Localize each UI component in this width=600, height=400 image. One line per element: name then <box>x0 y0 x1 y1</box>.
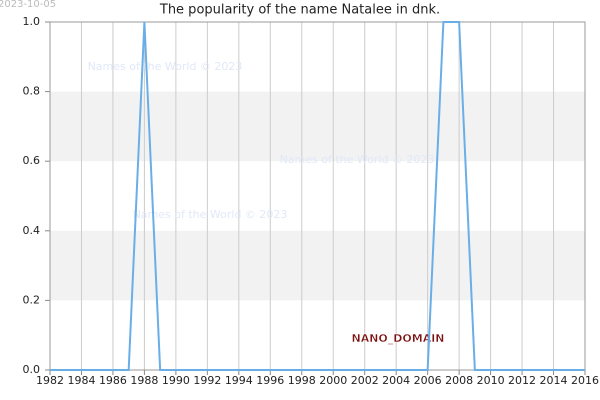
x-tick-label: 1992 <box>193 374 221 387</box>
x-tick-label: 1990 <box>162 374 190 387</box>
x-tick-label: 2004 <box>382 374 410 387</box>
x-tick-label: 2006 <box>414 374 442 387</box>
x-tick-label: 1998 <box>288 374 316 387</box>
y-tick-label: 0.4 <box>23 224 41 237</box>
x-tick-label: 2002 <box>351 374 379 387</box>
x-tick-label: 2016 <box>571 374 599 387</box>
x-tick-label: 1994 <box>225 374 253 387</box>
watermark: Names of the World © 2023 <box>88 60 243 73</box>
grid-band <box>50 230 585 301</box>
x-tick-label: 1988 <box>130 374 158 387</box>
x-tick-label: 2012 <box>508 374 536 387</box>
date-stamp: 2023-10-05 <box>0 0 56 10</box>
grid-band <box>50 91 585 162</box>
x-tick-label: 1984 <box>67 374 95 387</box>
y-tick-label: 0.6 <box>23 154 41 167</box>
x-tick-label: 1996 <box>256 374 284 387</box>
x-tick-label: 2008 <box>445 374 473 387</box>
x-tick-label: 1986 <box>99 374 127 387</box>
y-tick-label: 0.0 <box>23 363 41 376</box>
watermark: Names of the World © 2023 <box>133 208 288 221</box>
chart-title: The popularity of the name Natalee in dn… <box>159 3 440 18</box>
x-tick-label: 2014 <box>540 374 568 387</box>
nano-domain: NANO_DOMAIN <box>351 332 444 345</box>
x-tick-label: 2000 <box>319 374 347 387</box>
x-tick-label: 1982 <box>36 374 64 387</box>
watermark: Names of the World © 2023 <box>280 153 435 166</box>
y-tick-label: 0.2 <box>23 293 41 306</box>
x-tick-label: 2010 <box>477 374 505 387</box>
y-tick-label: 1.0 <box>23 15 41 28</box>
series-line <box>50 21 585 371</box>
y-tick-label: 0.8 <box>23 85 41 98</box>
